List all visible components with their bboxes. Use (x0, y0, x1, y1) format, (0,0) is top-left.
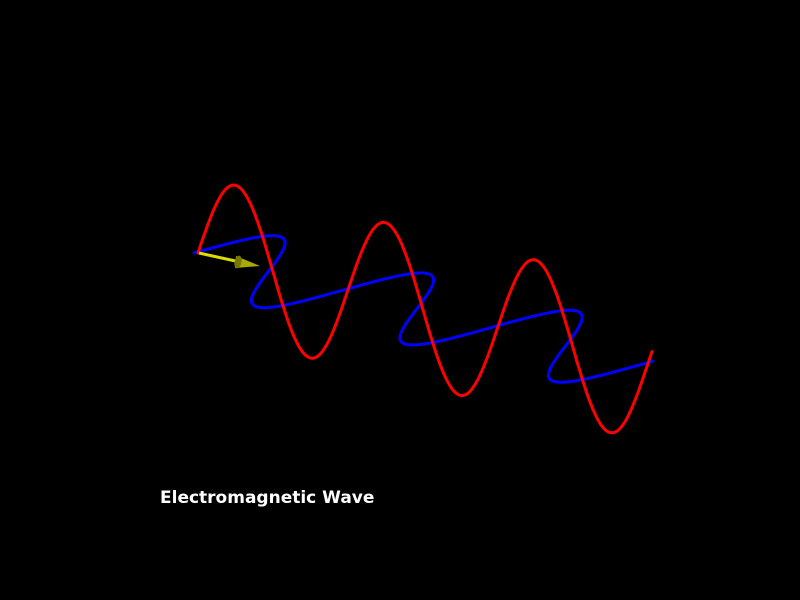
electric-field-wave (196, 183, 654, 435)
propagation-arrow-icon (198, 251, 260, 269)
caption-label: Electromagnetic Wave (160, 488, 375, 508)
magnetic-field-wave (192, 234, 655, 384)
arrow-head-base (234, 255, 242, 269)
arrow-shaft (198, 251, 241, 264)
